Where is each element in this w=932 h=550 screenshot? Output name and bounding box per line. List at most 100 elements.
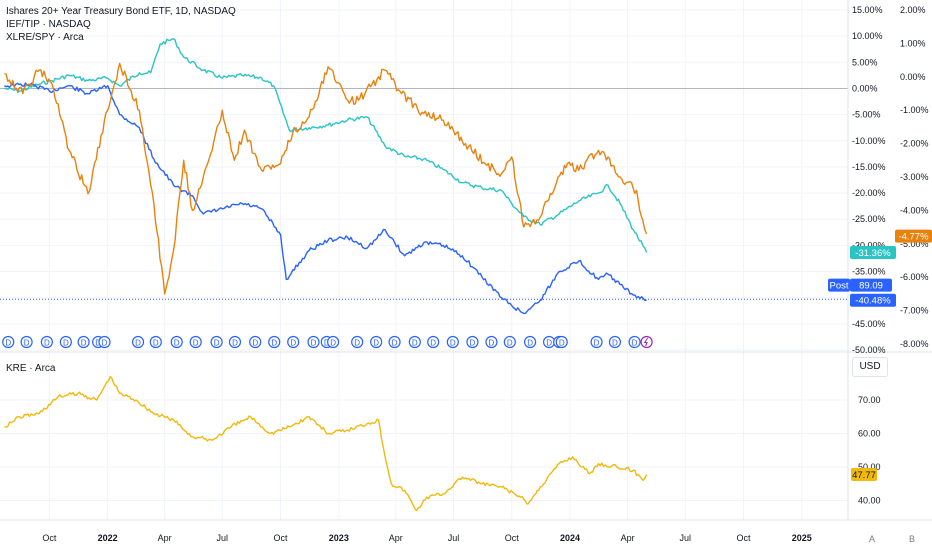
dividend-marker-letter: D xyxy=(507,339,513,348)
y-tick-label-right: -2.00% xyxy=(900,139,929,149)
settings-b-button[interactable]: B xyxy=(909,534,916,544)
dividend-marker[interactable] xyxy=(408,335,421,349)
dividend-marker[interactable] xyxy=(249,335,262,349)
y-tick-label-right: -4.00% xyxy=(900,205,929,215)
dividend-marker[interactable] xyxy=(228,335,242,349)
y-tick-label-left: -25.00% xyxy=(852,214,886,224)
dividend-marker[interactable] xyxy=(628,335,641,349)
dividend-marker[interactable] xyxy=(590,335,603,349)
ief-tip-last-value: -31.36% xyxy=(855,248,891,259)
post-value: 89.09 xyxy=(859,281,883,292)
y-tick-label-left: -50.00% xyxy=(852,345,886,355)
ief-tip-series-line xyxy=(4,38,648,253)
dividend-marker-letter: D xyxy=(5,339,11,348)
dividend-marker[interactable] xyxy=(131,335,145,349)
x-tick-label: Oct xyxy=(736,533,751,543)
y-tick-label-right: 1.00% xyxy=(900,38,926,48)
dividend-marker-letter: D xyxy=(489,339,495,348)
kre-last-value-bg xyxy=(851,467,877,481)
dividend-marker[interactable] xyxy=(351,335,364,349)
dividend-marker[interactable] xyxy=(327,335,340,349)
lightning-icon xyxy=(643,337,649,347)
dividend-marker-letter: D xyxy=(102,339,108,348)
lower-pane-series xyxy=(4,375,648,512)
dividend-marker[interactable] xyxy=(20,335,33,349)
dividend-marker[interactable] xyxy=(307,335,320,349)
dividend-marker[interactable] xyxy=(388,335,401,349)
x-tick-label: 2024 xyxy=(560,533,580,543)
dividend-marker-letter: D xyxy=(430,339,436,348)
legend-ief-tip[interactable]: IEF/TIP · NASDAQ xyxy=(6,19,91,30)
tlt-last-value-bg xyxy=(895,229,932,243)
y-tick-label-left: -30.00% xyxy=(852,240,886,250)
post-label: Post xyxy=(829,281,848,292)
dividend-marker[interactable] xyxy=(77,335,90,349)
y-tick-label-right: -6.00% xyxy=(900,272,929,282)
dividend-marker[interactable] xyxy=(149,335,162,349)
dividend-marker[interactable] xyxy=(485,335,498,349)
y-tick-label-left: 5.00% xyxy=(852,57,878,67)
xlre-spy-last-value: -40.48% xyxy=(855,296,891,307)
dividend-marker[interactable] xyxy=(170,335,183,349)
dividend-marker[interactable] xyxy=(287,335,300,349)
dividend-marker-letter: D xyxy=(44,339,50,348)
dividend-marker[interactable] xyxy=(189,335,202,349)
x-tick-label: Apr xyxy=(621,533,635,543)
dividend-marker-letter: D xyxy=(174,339,180,348)
y-tick-label-lower: 70.00 xyxy=(858,395,881,405)
dividend-marker-letter: D xyxy=(594,339,600,348)
y-tick-label-left: 0.00% xyxy=(852,83,878,93)
y-tick-label-left: 10.00% xyxy=(852,31,883,41)
dividend-marker-letter: D xyxy=(412,339,418,348)
x-tick-label: Apr xyxy=(389,533,403,543)
post-value-bg xyxy=(850,278,892,292)
dividend-marker-letter: D xyxy=(450,339,456,348)
dividend-marker-letter: D xyxy=(354,339,360,348)
dividend-marker[interactable] xyxy=(98,335,111,349)
dividend-marker-letter: D xyxy=(392,339,398,348)
dividend-marker[interactable] xyxy=(2,335,15,349)
grid-lines xyxy=(0,0,848,520)
x-tick-label: Jul xyxy=(679,533,691,543)
dividend-marker[interactable] xyxy=(503,335,516,349)
ief-tip-last-value-bg xyxy=(850,245,896,259)
xlre-spy-series-line xyxy=(4,82,647,315)
dividend-marker-letter: D xyxy=(135,339,141,348)
dividend-marker[interactable] xyxy=(523,335,537,349)
dividend-marker[interactable] xyxy=(555,335,568,349)
y-tick-label-left: -45.00% xyxy=(852,319,886,329)
auto-scale-button[interactable]: A xyxy=(869,534,876,544)
dividend-marker-letter: D xyxy=(81,339,87,348)
kre-series-line xyxy=(4,375,648,512)
event-markers[interactable]: DDDDDDDDDDDDDDDDDDDDDDDDDDDDDDDDDDD xyxy=(2,335,653,349)
dividend-marker[interactable] xyxy=(40,335,53,349)
y-tick-label-left: -20.00% xyxy=(852,188,886,198)
dividend-marker[interactable] xyxy=(427,335,440,349)
dividend-marker[interactable] xyxy=(446,335,459,349)
dividend-marker[interactable] xyxy=(268,335,281,349)
legend-kre[interactable]: KRE · Arca xyxy=(6,363,56,374)
currency-label[interactable]: USD xyxy=(852,357,888,377)
dividend-marker-letter: D xyxy=(527,339,533,348)
dividend-marker-letter: D xyxy=(290,339,296,348)
dividend-marker-letter: D xyxy=(559,339,565,348)
dividend-marker[interactable] xyxy=(210,335,223,349)
dividend-marker[interactable] xyxy=(466,335,479,349)
upper-pane-series xyxy=(4,38,648,315)
x-tick-label: 2022 xyxy=(98,533,118,543)
dividend-marker[interactable] xyxy=(59,335,72,349)
x-tick-label: Oct xyxy=(42,533,57,543)
dividend-marker-letter: D xyxy=(311,339,317,348)
dividend-marker[interactable] xyxy=(608,335,622,349)
y-tick-label-left: -15.00% xyxy=(852,162,886,172)
legend-main-title[interactable]: Ishares 20+ Year Treasury Bond ETF, 1D, … xyxy=(6,6,236,17)
dividend-marker-letter: D xyxy=(232,339,238,348)
y-tick-label-left: -10.00% xyxy=(852,136,886,146)
xlre-spy-last-value-bg xyxy=(850,293,896,307)
y-tick-label-lower: 50.00 xyxy=(858,462,881,472)
dividend-marker[interactable] xyxy=(370,335,383,349)
y-tick-label-right: 2.00% xyxy=(900,5,926,15)
dividend-marker-letter: D xyxy=(632,339,638,348)
legend-xlre-spy[interactable]: XLRE/SPY · Arca xyxy=(6,32,84,43)
